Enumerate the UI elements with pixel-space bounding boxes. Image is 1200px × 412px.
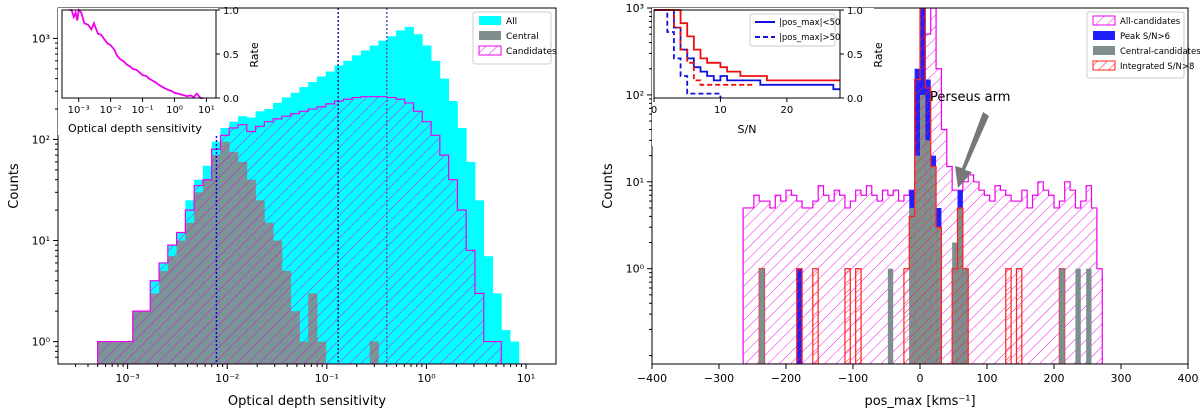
y-tick-label: 10¹ [32, 235, 50, 248]
legend-swatch-candidates [478, 45, 502, 56]
inset-rate-curve [69, 8, 204, 99]
right-inset: 0 10 20 0.0 0.5 1.0 S/N Rate |pos_max|<50 |po… [651, 6, 885, 146]
isolated-bin [844, 268, 851, 364]
isolated-bin [855, 268, 862, 364]
x-tick-label: 300 [1111, 372, 1132, 385]
right-y-axis-label: Counts [601, 163, 616, 209]
bar-all [501, 330, 511, 364]
left-histogram-panel: 10⁻³ 10⁻² 10⁻¹ 10⁰ 10¹ 10⁰ 10¹ 10² 10³ Optical d… [7, 6, 557, 409]
bar-all [474, 200, 485, 364]
legend-label-candidates: Candidates [506, 47, 557, 57]
perseus-arm-arrow [955, 112, 989, 188]
right-inset-y-label: Rate [872, 42, 885, 67]
y-tick-label: 10¹ [626, 176, 644, 189]
inset-legend-label-gt50: |pos_max|>50 [779, 33, 840, 43]
left-inset: 10⁻³ 10⁻² 10⁻¹ 10⁰ 10¹ 0.0 0.5 1.0 Optical dept… [58, 6, 261, 135]
x-tick-label: −100 [838, 372, 868, 385]
isolated-bin [796, 268, 803, 364]
left-legend: All Central Candidates [472, 11, 557, 65]
inset-snr-curve [654, 9, 754, 86]
inset-x-tick-label: 10¹ [198, 105, 215, 116]
left-x-axis-label: Optical depth sensitivity [228, 394, 387, 409]
x-tick-label: 10⁰ [417, 372, 436, 385]
bar-all [492, 293, 502, 364]
right-histogram-panel: −400 −300 −200 −100 0 100 200 300 40010⁰10¹10²10… [601, 2, 1200, 409]
legend-swatch-all [479, 16, 501, 25]
x-tick-label: 200 [1044, 372, 1065, 385]
inset-x-tick-label: 10 [714, 105, 727, 116]
legend-swatch-integrated [1092, 60, 1116, 71]
legend-swatch-peak [1093, 31, 1115, 40]
left-y-axis-label: Counts [7, 163, 22, 209]
inset-y-tick-label: 0.0 [847, 94, 863, 105]
legend-label-central-candidates: Central-candidates [1120, 47, 1200, 57]
x-tick-label: 10⁻³ [116, 372, 140, 385]
isolated-bin [887, 268, 894, 364]
legend-swatch-central-candidates [1093, 46, 1115, 55]
inset-x-tick-label: 10⁻³ [68, 105, 90, 116]
x-tick-label: −200 [771, 372, 801, 385]
x-tick-label: 10¹ [517, 372, 535, 385]
legend-label-peak: Peak S/N>6 [1120, 32, 1170, 42]
bar-candidates-outline [97, 96, 528, 364]
left-inset-x-label: Optical depth sensitivity [68, 122, 202, 135]
isolated-bin [812, 268, 819, 364]
isolated-bin [1059, 268, 1065, 364]
right-inset-x-label: S/N [738, 123, 757, 136]
inset-x-tick-label: 10⁻² [100, 105, 122, 116]
inset-x-tick-label: 10⁻¹ [132, 105, 154, 116]
left-axes-frame [57, 7, 557, 365]
y-tick-label: 10³ [32, 32, 50, 45]
y-tick-label: 10⁰ [32, 336, 51, 349]
right-x-axis-label: pos_max [kms⁻¹] [864, 394, 975, 409]
y-tick-label: 10² [626, 89, 644, 102]
x-tick-label: 0 [917, 372, 924, 385]
inset-y-tick-label: 0.5 [847, 50, 863, 61]
inset-x-tick-label: 0 [651, 105, 657, 116]
x-tick-label: 400 [1178, 372, 1199, 385]
inset-y-tick-label: 0.0 [223, 94, 239, 105]
isolated-bin [1075, 268, 1081, 364]
legend-swatch-all-candidates [1092, 15, 1116, 26]
y-tick-label: 10³ [626, 2, 644, 15]
inset-snr-curve [654, 9, 840, 82]
x-tick-label: 10⁻² [215, 372, 239, 385]
perseus-arm-label: Perseus arm [930, 90, 1010, 105]
isolated-bin [1005, 268, 1012, 364]
isolated-bin [759, 268, 765, 364]
y-tick-label: 10² [32, 133, 50, 146]
x-tick-label: −400 [637, 372, 667, 385]
right-legend: All-candidates Peak S/N>6 Central-candid… [1086, 11, 1200, 79]
bar-all [483, 256, 493, 364]
isolated-bin [1015, 268, 1023, 364]
inset-snr-curve [654, 9, 722, 98]
inset-snr-curve [654, 9, 840, 91]
inset-y-tick-label: 0.5 [223, 50, 239, 61]
legend-label-all: All [506, 17, 517, 27]
legend-label-all-candidates: All-candidates [1120, 17, 1181, 27]
inset-x-tick-label: 10⁰ [166, 105, 183, 116]
legend-label-integrated: Integrated S/N>8 [1120, 62, 1194, 72]
inset-legend-label-lt50: |pos_max|<50 [779, 18, 840, 28]
legend-label-central: Central [506, 32, 539, 42]
inset-y-tick-label: 1.0 [223, 6, 239, 17]
perseus-arm-annotation: Perseus arm [930, 90, 1010, 188]
legend-swatch-central [479, 31, 501, 40]
left-inset-y-label: Rate [248, 42, 261, 67]
x-tick-label: 10⁻¹ [315, 372, 339, 385]
inset-x-tick-label: 20 [780, 105, 793, 116]
x-tick-label: −300 [704, 372, 734, 385]
right-inset-legend: |pos_max|<50 |pos_max|>50 [749, 13, 840, 47]
bar-integrated-outline [903, 8, 969, 364]
inset-y-tick-label: 1.0 [847, 6, 863, 17]
x-tick-label: 100 [977, 372, 998, 385]
isolated-bin [1086, 268, 1092, 364]
y-tick-label: 10⁰ [626, 263, 645, 276]
bar-all [510, 341, 520, 364]
